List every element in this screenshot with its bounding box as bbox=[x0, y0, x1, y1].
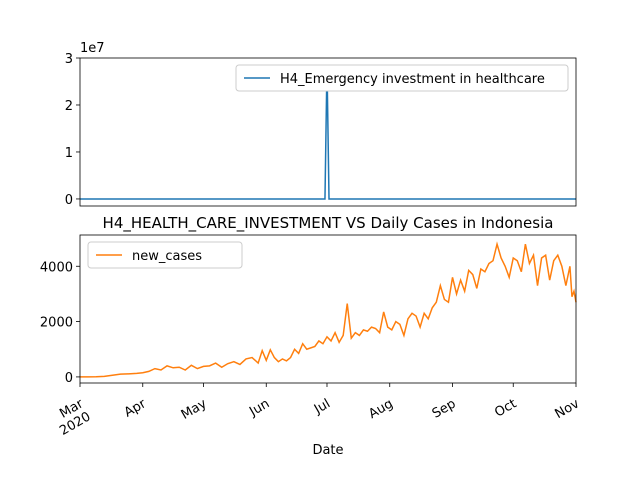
chart-title: H4_HEALTH_CARE_INVESTMENT VS Daily Cases… bbox=[103, 214, 554, 233]
y-tick-label: 0 bbox=[65, 193, 73, 208]
data-line bbox=[79, 241, 577, 378]
y-tick-label: 2 bbox=[65, 99, 73, 114]
x-tick-label: May bbox=[179, 396, 210, 423]
legend-box bbox=[235, 64, 569, 92]
x-tick-label: Jun bbox=[246, 396, 272, 420]
y-tick-label: 2000 bbox=[40, 316, 73, 331]
x-tick-label: Sep bbox=[430, 396, 459, 421]
y-tick-label: 3 bbox=[65, 52, 73, 67]
legend-box bbox=[87, 241, 243, 269]
legend-label: new_cases bbox=[132, 249, 202, 264]
y-tick-label: 4000 bbox=[40, 260, 73, 275]
x-tick-label: Apr bbox=[122, 396, 150, 421]
x-tick-label: Oct bbox=[492, 396, 519, 420]
y-tick-label: 1 bbox=[65, 146, 73, 161]
y-offset-label: 1e7 bbox=[80, 41, 105, 56]
data-line bbox=[80, 65, 576, 200]
x-tick-label: Aug bbox=[366, 396, 395, 422]
axes-frame bbox=[79, 57, 577, 207]
x-tick-label: Nov bbox=[553, 396, 583, 422]
y-tick-label: 0 bbox=[65, 371, 73, 386]
x-axis-label: Date bbox=[312, 443, 343, 458]
legend-label: H4_Emergency investment in healthcare bbox=[280, 72, 545, 87]
axes-frame bbox=[79, 234, 577, 384]
x-tick-label: Mar2020 bbox=[50, 396, 94, 439]
x-tick-label: Jul bbox=[311, 396, 333, 417]
